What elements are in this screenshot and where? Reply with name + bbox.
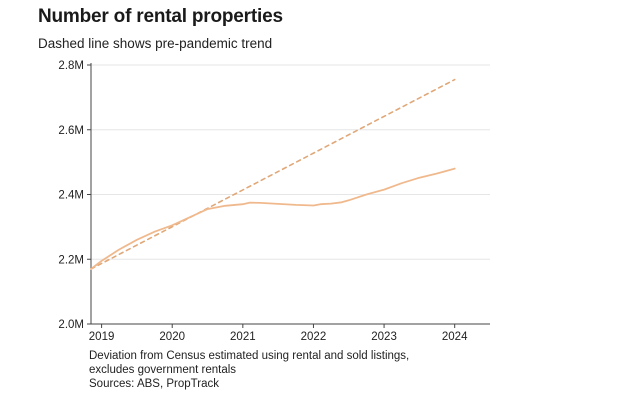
rental-properties-line <box>90 167 456 270</box>
x-tick-label-2022: 2022 <box>301 331 327 343</box>
footnote-line-1: Deviation from Census estimated using re… <box>89 350 410 362</box>
footnote-line-2: excludes government rentals <box>89 364 237 376</box>
gridlines <box>91 64 490 260</box>
x-tick-label-2023: 2023 <box>371 331 397 343</box>
axes <box>87 63 490 328</box>
chart-title: Number of rental properties <box>38 6 283 27</box>
chart-footnote: Deviation from Census estimated using re… <box>89 349 409 391</box>
chart-subtitle: Dashed line shows pre-pandemic trend <box>38 36 273 51</box>
y-tick-label-2.6M: 2.6M <box>58 125 84 137</box>
footnote-source: Sources: ABS, PropTrack <box>89 378 219 390</box>
y-tick-label-2.8M: 2.8M <box>58 60 84 72</box>
x-tick-label-2019: 2019 <box>89 331 115 343</box>
x-tick-label-2024: 2024 <box>442 331 468 343</box>
x-tick-label-2020: 2020 <box>159 331 185 343</box>
y-tick-label-2.2M: 2.2M <box>58 254 84 266</box>
y-tick-label-2.0M: 2.0M <box>58 319 84 331</box>
trend-line-dashed <box>90 78 456 270</box>
y-tick-label-2.4M: 2.4M <box>58 190 84 202</box>
x-tick-label-2021: 2021 <box>230 331 256 343</box>
series-lines <box>90 78 456 270</box>
tick-labels: 2.0M 2.2M 2.4M 2.6M 2.8M 2019 2020 2021 2022 2023… <box>58 60 468 343</box>
